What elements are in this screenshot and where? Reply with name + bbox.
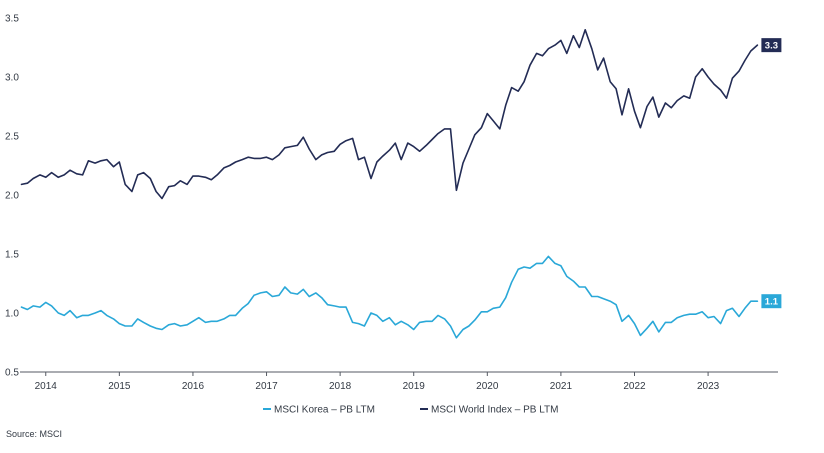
y-tick-label: 2.0: [5, 191, 19, 202]
y-tick-label: 1.0: [5, 309, 19, 320]
end-labels: 1.1 3.3: [761, 38, 782, 309]
legend: MSCI Korea – PB LTM MSCI World Index – PB…: [263, 405, 558, 416]
x-tick-label: 2022: [623, 381, 646, 392]
legend-item-1: MSCI World Index – PB LTM: [420, 405, 558, 416]
end-label-text: 3.3: [765, 41, 778, 52]
plot-area: [20, 28, 759, 339]
x-tick-label: 2023: [697, 381, 720, 392]
x-tick-label: 2017: [255, 381, 278, 392]
legend-label: MSCI World Index – PB LTM: [431, 405, 558, 416]
end-label-1: 3.3: [761, 38, 782, 53]
legend-item-0: MSCI Korea – PB LTM: [263, 405, 375, 416]
end-label-text: 1.1: [765, 297, 779, 308]
x-tick-label: 2019: [403, 381, 426, 392]
x-tick-label: 2015: [108, 381, 131, 392]
x-tick-label: 2014: [35, 381, 58, 392]
x-tick-label: 2021: [550, 381, 573, 392]
source-note: Source: MSCI: [6, 429, 63, 439]
y-tick-label: 0.5: [5, 368, 19, 379]
y-tick-label: 2.5: [5, 132, 19, 143]
series-line-1: [20, 28, 759, 200]
series-line-0: [20, 255, 759, 339]
x-tick-label: 2018: [329, 381, 352, 392]
y-axis: 0.5 1.0 1.5 2.0 2.5 3.0 3.5: [5, 14, 19, 379]
end-label-0: 1.1: [761, 294, 782, 309]
end-label-box: [761, 38, 782, 53]
x-tick-label: 2016: [182, 381, 205, 392]
end-label-box: [761, 294, 782, 309]
x-axis: 2014 2015 2016 2017 2018 2019 2020 2021 2022 2023: [20, 371, 778, 392]
y-tick-label: 3.5: [5, 14, 19, 25]
x-tick-label: 2020: [476, 381, 499, 392]
y-tick-label: 3.0: [5, 73, 19, 84]
y-tick-label: 1.5: [5, 250, 19, 261]
legend-label: MSCI Korea – PB LTM: [274, 405, 375, 416]
